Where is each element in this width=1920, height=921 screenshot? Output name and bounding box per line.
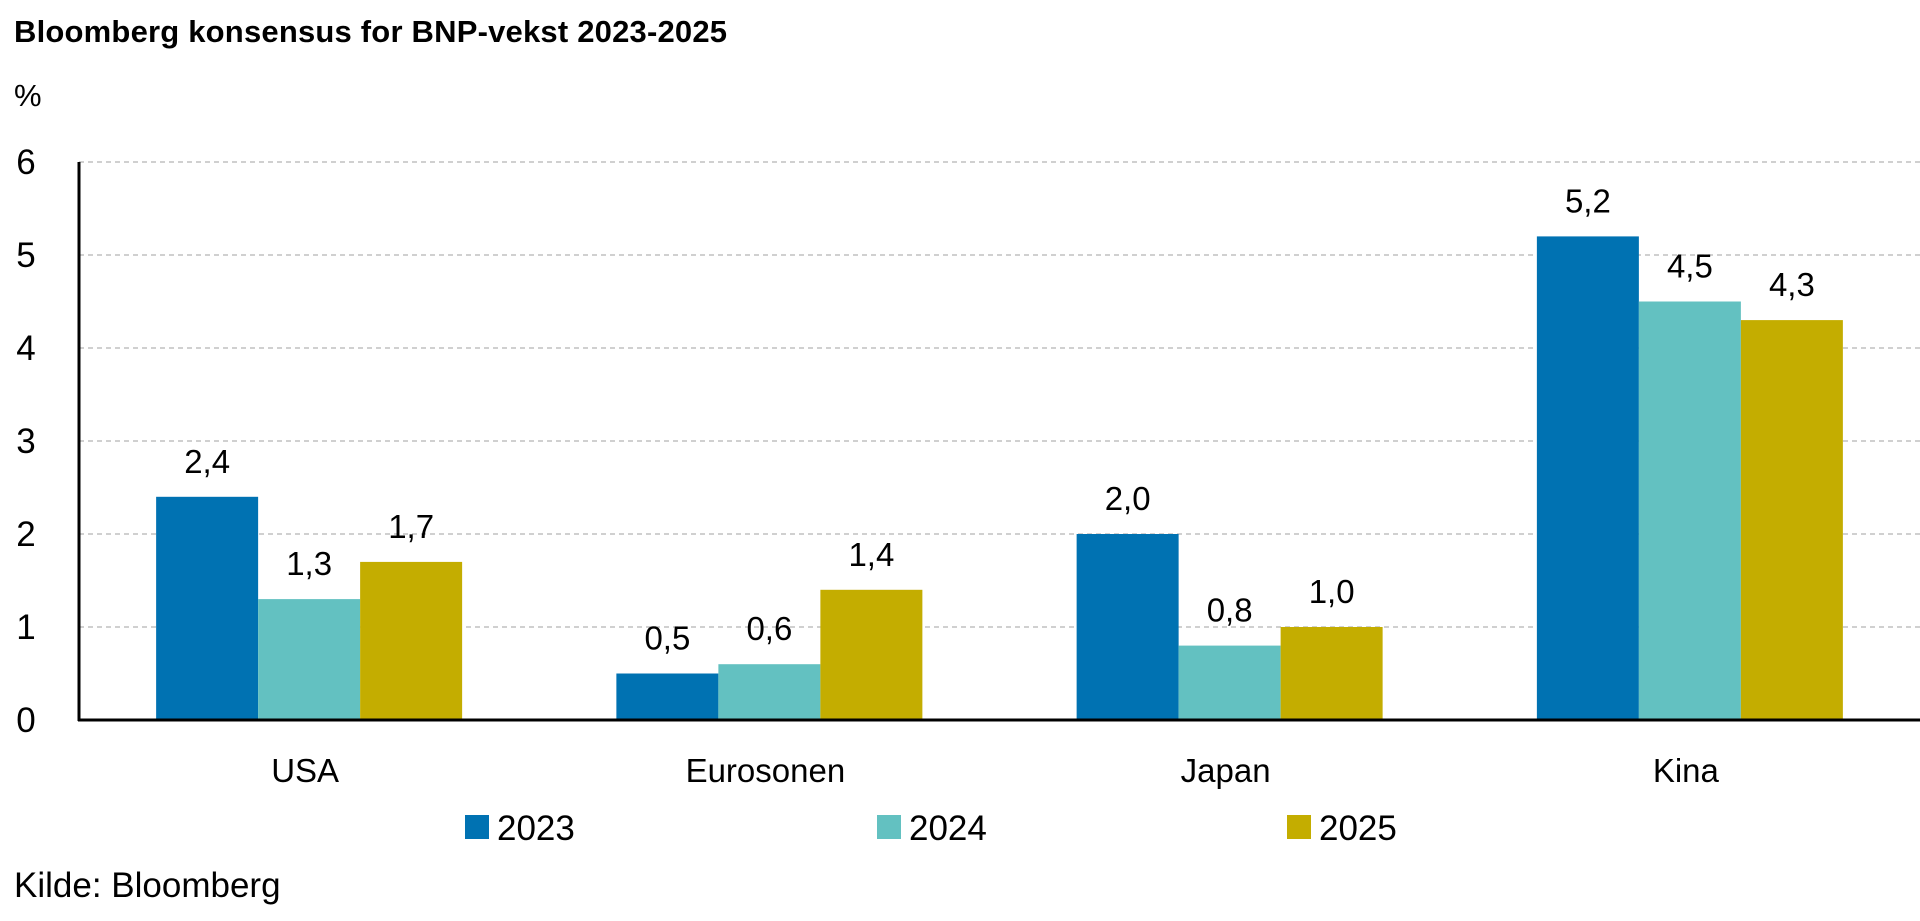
data-label: 4,3 <box>1769 266 1815 303</box>
bar-eurosonen-2025 <box>820 589 923 720</box>
legend: 2023 2024 2025 <box>465 809 1397 848</box>
axes <box>77 162 1920 722</box>
bar-eurosonen-2023 <box>616 673 719 720</box>
x-category-label: Japan <box>1181 752 1271 789</box>
y-tick-label: 2 <box>16 515 35 554</box>
legend-swatch-2024 <box>877 815 901 839</box>
bar-japan-2023 <box>1076 534 1179 720</box>
x-category-label: Eurosonen <box>686 752 846 789</box>
data-label: 0,5 <box>644 620 690 657</box>
legend-label-2023: 2023 <box>497 809 575 848</box>
y-tick-label: 5 <box>16 236 35 275</box>
x-category-label: Kina <box>1653 752 1720 789</box>
bars <box>156 236 1843 720</box>
data-label: 5,2 <box>1565 182 1611 219</box>
bar-kina-2024 <box>1638 301 1741 720</box>
bar-kina-2023 <box>1536 236 1639 720</box>
y-tick-label: 6 <box>16 143 35 182</box>
y-tick-label: 4 <box>16 329 35 368</box>
data-label: 0,6 <box>746 610 792 647</box>
bar-eurosonen-2024 <box>718 664 821 720</box>
data-label: 4,5 <box>1667 248 1713 285</box>
data-label: 0,8 <box>1207 592 1253 629</box>
y-axis-unit-label: % <box>14 78 42 113</box>
legend-label-2024: 2024 <box>909 809 987 848</box>
bar-japan-2025 <box>1280 627 1383 720</box>
bar-usa-2023 <box>156 496 259 720</box>
bar-japan-2024 <box>1178 645 1281 720</box>
y-tick-label: 1 <box>16 608 35 647</box>
legend-label-2025: 2025 <box>1319 809 1397 848</box>
data-label: 1,7 <box>388 508 434 545</box>
source-note: Kilde: Bloomberg <box>14 866 281 905</box>
data-label: 2,0 <box>1105 480 1151 517</box>
labels: 0 1 2 3 4 5 6% 2,4 1,3 1,7 USA 0,5 0,6 1,4 Eurosonen 2,… <box>14 78 1815 789</box>
chart-title: Bloomberg konsensus for BNP-vekst 2023-2… <box>14 14 728 49</box>
legend-swatch-2025 <box>1287 815 1311 839</box>
y-tick-label: 3 <box>16 422 35 461</box>
data-label: 1,4 <box>848 536 894 573</box>
legend-swatch-2023 <box>465 815 489 839</box>
bar-usa-2024 <box>258 599 361 720</box>
x-category-label: USA <box>271 752 339 789</box>
data-label: 1,0 <box>1309 573 1355 610</box>
data-label: 1,3 <box>286 545 332 582</box>
bar-usa-2025 <box>360 561 463 720</box>
data-label: 2,4 <box>184 443 230 480</box>
y-tick-label: 0 <box>16 701 35 740</box>
bar-kina-2025 <box>1740 320 1843 720</box>
